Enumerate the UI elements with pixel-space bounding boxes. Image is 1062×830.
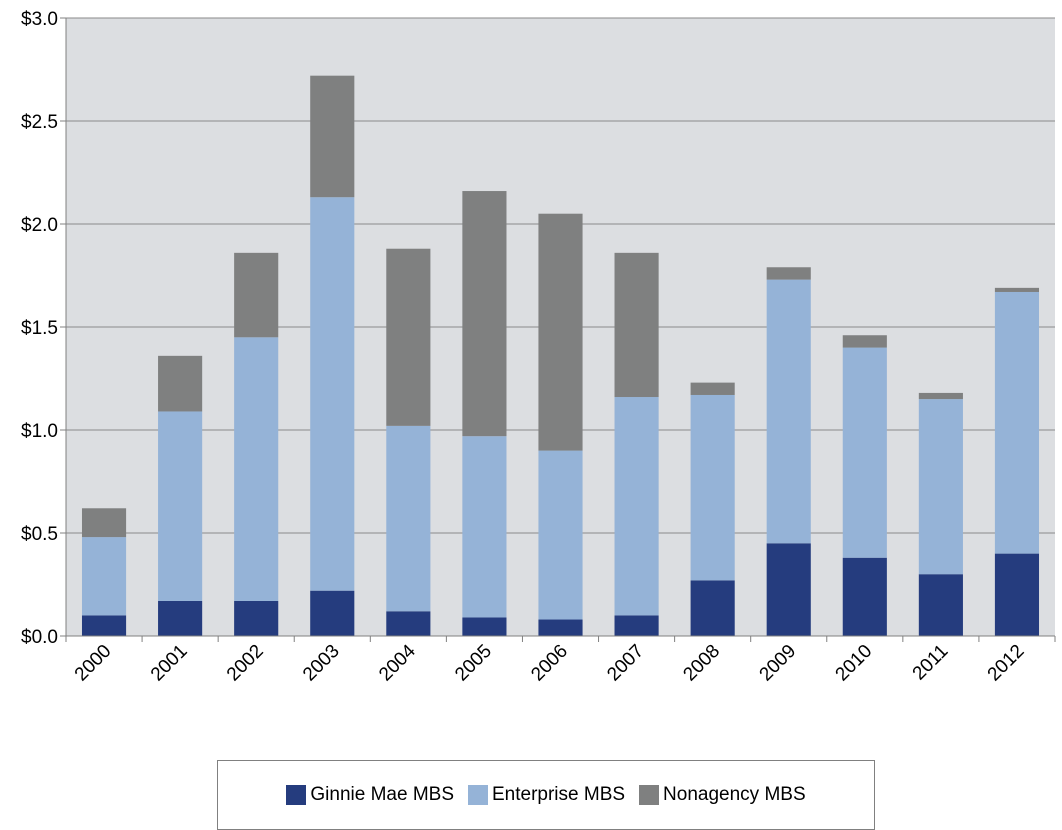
x-tick-label: 2006 [527, 641, 572, 686]
legend-item: Enterprise MBS [468, 784, 625, 806]
y-tick-label: $0.0 [21, 627, 58, 648]
legend-label: Ginnie Mae MBS [310, 784, 454, 805]
y-tick-label: $2.5 [21, 112, 58, 133]
bar-enterprise-mbs-2000 [81, 537, 127, 616]
bar-enterprise-mbs-2004 [386, 425, 431, 612]
legend-swatch [639, 785, 660, 805]
x-tick-label: 2010 [832, 641, 877, 686]
bar-ginnie-mae-mbs-2009 [766, 543, 811, 636]
y-tick-label: $2.0 [21, 215, 58, 236]
bar-enterprise-mbs-2008 [690, 394, 735, 581]
bar-enterprise-mbs-2005 [462, 436, 507, 618]
bar-nonagency-mbs-2005 [462, 191, 507, 437]
legend-item: Nonagency MBS [639, 784, 806, 806]
bars [81, 75, 1040, 636]
bar-ginnie-mae-mbs-2006 [538, 619, 583, 636]
bar-nonagency-mbs-2012 [994, 287, 1040, 292]
legend-items: Ginnie Mae MBS Enterprise MBS Nonagency MB… [218, 784, 874, 806]
bar-nonagency-mbs-2010 [842, 335, 887, 348]
bar-enterprise-mbs-2012 [994, 291, 1040, 554]
x-tick-label: 2000 [71, 641, 116, 686]
x-tick-label: 2007 [603, 641, 648, 686]
x-tick-label: 2004 [375, 640, 420, 685]
bar-ginnie-mae-mbs-2010 [842, 557, 887, 636]
bar-ginnie-mae-mbs-2007 [614, 615, 659, 636]
x-tick-label: 2008 [679, 641, 724, 686]
bar-nonagency-mbs-2002 [234, 252, 279, 338]
bar-nonagency-mbs-2007 [614, 252, 659, 398]
y-tick-label: $1.5 [21, 318, 58, 339]
x-tick-label: 2011 [909, 641, 953, 685]
bar-ginnie-mae-mbs-2004 [386, 611, 431, 636]
bar-nonagency-mbs-2003 [310, 75, 355, 198]
bar-ginnie-mae-mbs-2005 [462, 617, 507, 636]
bar-ginnie-mae-mbs-2011 [918, 574, 963, 636]
bar-enterprise-mbs-2002 [234, 337, 279, 601]
bar-nonagency-mbs-2004 [386, 248, 431, 426]
legend-label: Enterprise MBS [492, 784, 626, 805]
bar-enterprise-mbs-2011 [918, 399, 963, 575]
bar-nonagency-mbs-2000 [81, 508, 127, 538]
bar-ginnie-mae-mbs-2003 [310, 590, 355, 636]
bar-enterprise-mbs-2006 [538, 450, 583, 620]
bar-enterprise-mbs-2003 [310, 197, 355, 591]
bar-nonagency-mbs-2009 [766, 267, 811, 280]
bar-enterprise-mbs-2007 [614, 397, 659, 616]
y-axis-ticks: $0.0 $0.5 $1.0 $1.5 $2.0 $2.5 $3.0 [21, 9, 66, 648]
legend-swatch [468, 785, 488, 805]
x-axis-ticks: 2000 2001 2002 2003 2004 2005 2006 2007 2008 2009… [65, 636, 1056, 686]
legend-swatch [286, 785, 307, 805]
x-tick-label: 2001 [147, 641, 192, 686]
bar-ginnie-mae-mbs-2002 [234, 600, 279, 636]
x-tick-label: 2009 [756, 641, 801, 686]
bar-enterprise-mbs-2010 [842, 347, 887, 558]
bar-ginnie-mae-mbs-2000 [81, 615, 127, 636]
bar-nonagency-mbs-2001 [158, 355, 203, 412]
x-tick-label: 2002 [223, 641, 268, 686]
bar-enterprise-mbs-2001 [158, 411, 203, 601]
bar-nonagency-mbs-2011 [918, 392, 963, 400]
y-tick-label: $3.0 [21, 9, 58, 30]
bar-nonagency-mbs-2006 [538, 213, 583, 451]
legend-label: Nonagency MBS [663, 784, 806, 805]
bar-ginnie-mae-mbs-2001 [158, 600, 203, 636]
legend: Ginnie Mae MBS Enterprise MBS Nonagency MB… [217, 760, 875, 830]
y-tick-label: $1.0 [21, 421, 58, 442]
x-tick-label: 2003 [299, 641, 344, 686]
bar-nonagency-mbs-2008 [690, 382, 735, 395]
x-tick-label: 2012 [984, 641, 1029, 686]
bar-ginnie-mae-mbs-2008 [690, 580, 735, 636]
y-tick-label: $0.5 [21, 524, 58, 545]
bar-enterprise-mbs-2009 [766, 279, 811, 544]
bar-ginnie-mae-mbs-2012 [994, 553, 1040, 636]
x-tick-label: 2005 [451, 641, 496, 686]
legend-item: Ginnie Mae MBS [286, 784, 454, 806]
